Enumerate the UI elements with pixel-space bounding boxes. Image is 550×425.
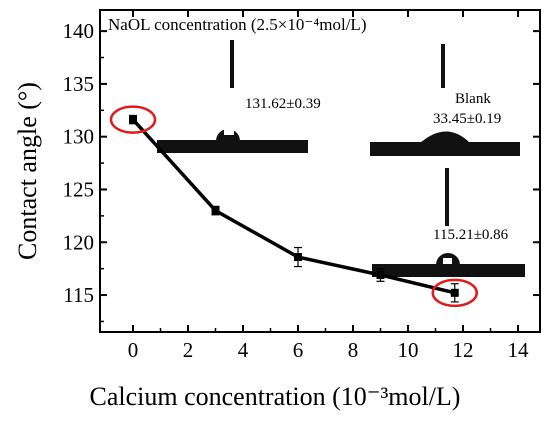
x-tick-label: 8 bbox=[348, 338, 359, 362]
x-tick-label: 4 bbox=[238, 338, 249, 362]
annotation-last: 115.21±0.86 bbox=[433, 227, 509, 243]
y-tick-label: 135 bbox=[63, 72, 95, 96]
droplet-image-1 bbox=[157, 40, 308, 153]
series-layer bbox=[109, 105, 478, 308]
chart-title: NaOL concentration (2.5×10⁻⁴mol/L) bbox=[108, 15, 366, 34]
data-point bbox=[294, 253, 302, 262]
x-axis-title: Calcium concentration (10⁻³mol/L) bbox=[90, 382, 461, 411]
x-tick-label: 14 bbox=[508, 338, 530, 362]
y-tick-label: 130 bbox=[63, 125, 95, 149]
annotation-blank-value: 33.45±0.19 bbox=[433, 111, 501, 127]
data-point bbox=[129, 115, 137, 124]
highlight-circle bbox=[109, 105, 157, 134]
highlight-circle bbox=[431, 278, 478, 308]
y-tick-label: 125 bbox=[63, 177, 95, 201]
x-tick-label: 6 bbox=[293, 338, 304, 362]
annotation-blank-label: Blank bbox=[455, 91, 491, 107]
droplet-image-2 bbox=[372, 168, 525, 277]
plot-frame bbox=[99, 9, 541, 333]
x-tick-label: 12 bbox=[453, 338, 474, 362]
annotation-first: 131.62±0.39 bbox=[245, 96, 321, 112]
x-axis: 0 2 4 6 8 10 12 14 bbox=[128, 10, 529, 362]
x-tick-label: 0 bbox=[128, 338, 139, 362]
data-point bbox=[450, 288, 459, 297]
data-point bbox=[211, 206, 220, 215]
droplet-image-blank bbox=[370, 44, 520, 156]
y-axis-title: Contact angle (°) bbox=[13, 82, 42, 260]
data-point bbox=[376, 270, 385, 279]
y-tick-label: 120 bbox=[63, 230, 95, 254]
x-tick-label: 10 bbox=[398, 338, 419, 362]
y-axis: 115 120 125 130 135 140 bbox=[63, 19, 540, 323]
y-tick-label: 140 bbox=[63, 19, 95, 43]
y-tick-label: 115 bbox=[63, 283, 94, 307]
x-tick-label: 2 bbox=[183, 338, 194, 362]
